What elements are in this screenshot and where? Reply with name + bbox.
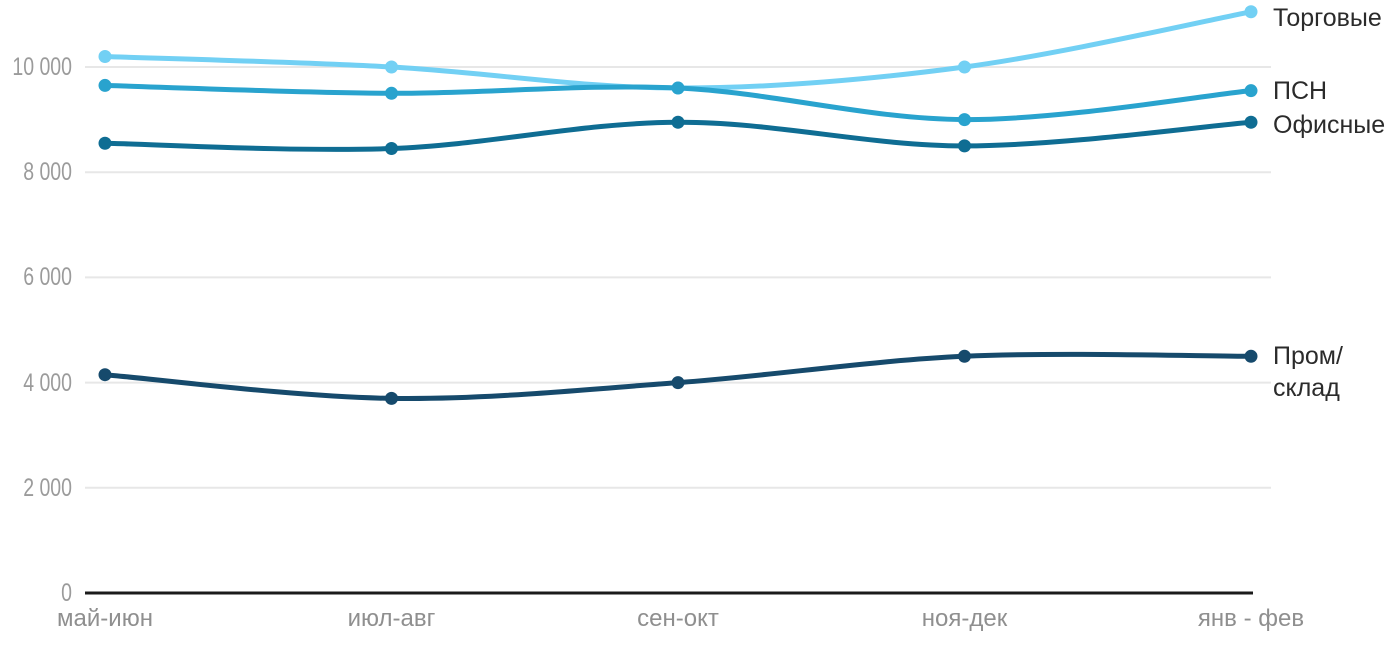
data-point-psn[interactable]	[958, 113, 971, 127]
x-axis-label: янв - фев	[1197, 605, 1305, 632]
legend-label-line: Пром/	[1273, 342, 1343, 371]
y-axis-label: 2 000	[23, 473, 72, 502]
x-axis-label: май-июн	[57, 605, 153, 632]
x-axis-label: июл-авг	[347, 605, 436, 632]
legend-label-line: Офисные	[1273, 110, 1386, 139]
data-point-ofisnye-office[interactable]	[671, 115, 685, 129]
data-point-prom-sklad[interactable]	[958, 349, 971, 363]
data-point-psn[interactable]	[671, 81, 685, 95]
data-point-psn[interactable]	[1244, 84, 1258, 98]
data-point-ofisnye-office[interactable]	[1244, 115, 1258, 129]
data-point-ofisnye-office[interactable]	[385, 142, 398, 156]
data-point-torgovye-retail[interactable]	[385, 60, 398, 74]
legend-label-line: ПСН	[1273, 76, 1328, 105]
data-point-psn[interactable]	[385, 86, 398, 100]
legend-psn: ПСН	[1273, 75, 1327, 107]
legend-label-line: Торговые	[1273, 4, 1382, 32]
data-point-torgovye-retail[interactable]	[958, 60, 971, 74]
data-point-prom-sklad[interactable]	[671, 376, 685, 390]
y-axis-label: 10 000	[12, 53, 72, 81]
data-point-torgovye-retail[interactable]	[98, 49, 112, 63]
data-point-ofisnye-office[interactable]	[958, 139, 971, 153]
legend-ofisnye-office: Офисные	[1273, 109, 1385, 141]
data-point-prom-sklad[interactable]	[1244, 349, 1258, 363]
data-point-ofisnye-office[interactable]	[98, 136, 112, 150]
legend-label-line: склад	[1273, 374, 1340, 403]
y-axis-label: 0	[61, 579, 72, 607]
x-axis-label: сен-окт	[637, 605, 719, 632]
data-point-torgovye-retail[interactable]	[1244, 5, 1258, 19]
y-axis-label: 8 000	[23, 158, 72, 187]
y-axis-label: 6 000	[23, 263, 72, 292]
legend-torgovye-retail: Торговые	[1273, 2, 1382, 34]
y-axis-label: 4 000	[23, 368, 72, 397]
x-axis-label: ноя-дек	[921, 605, 1008, 632]
series-line-torgovye-retail	[102, 9, 1254, 91]
data-point-prom-sklad[interactable]	[385, 391, 398, 405]
data-point-prom-sklad[interactable]	[98, 368, 112, 382]
legend-prom-sklad: Пром/склад	[1273, 340, 1343, 404]
data-point-psn[interactable]	[98, 78, 112, 92]
